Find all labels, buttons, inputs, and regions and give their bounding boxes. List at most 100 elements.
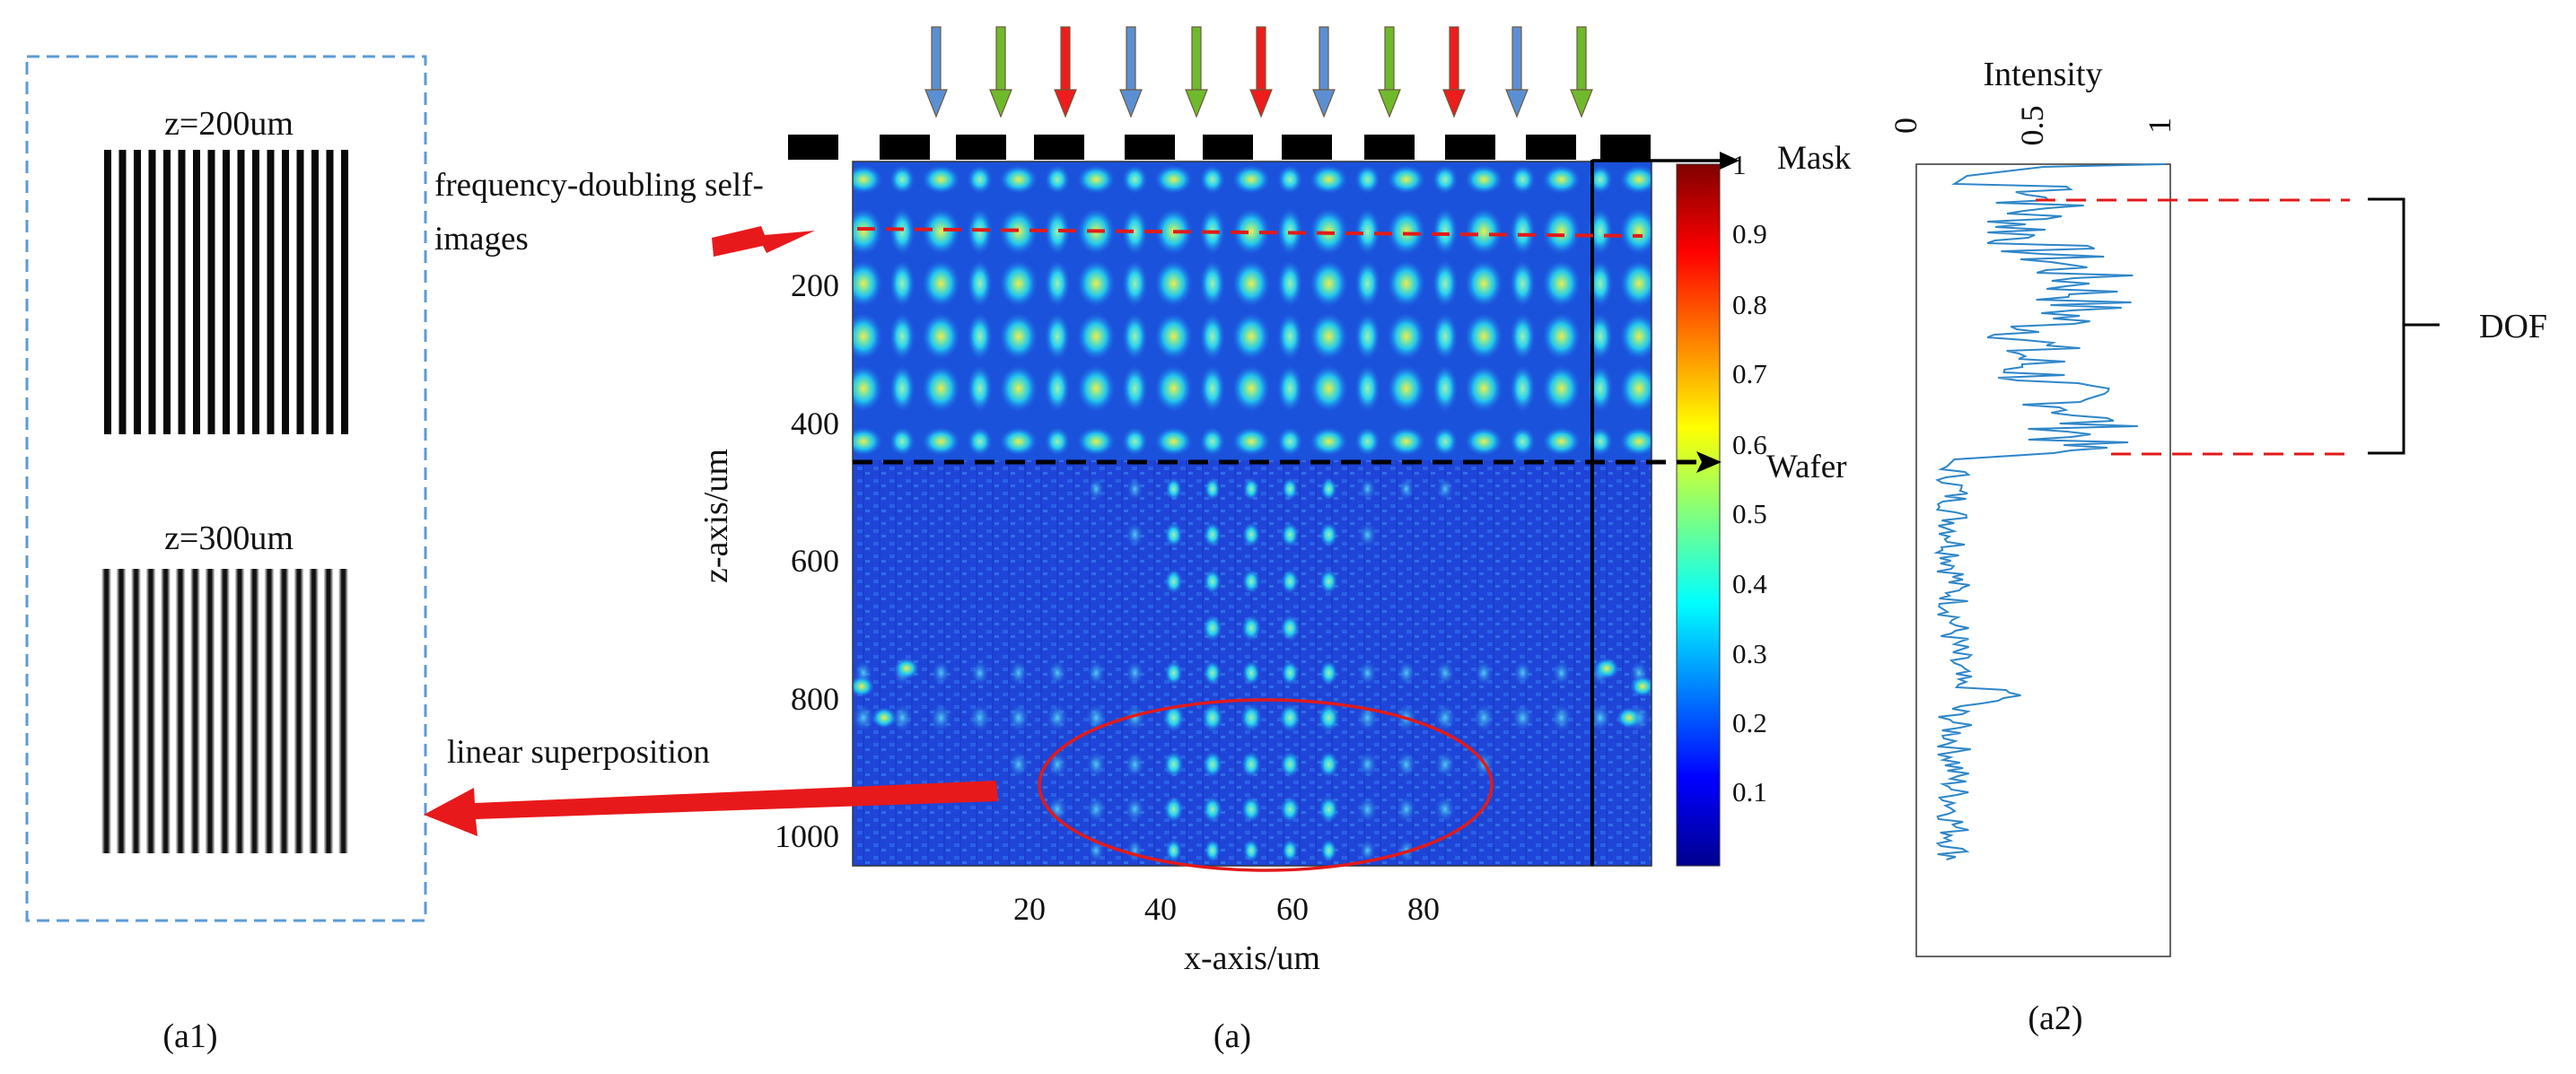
a1-caption: (a1) <box>162 1017 217 1055</box>
intensity-blob <box>1199 427 1225 456</box>
intensity-blob <box>1122 427 1148 456</box>
stripe <box>163 150 171 434</box>
stripe <box>250 569 259 853</box>
dof-label: DOF <box>2479 308 2547 345</box>
intensity-dot <box>1396 796 1416 823</box>
mask-block <box>1034 135 1084 160</box>
stripe <box>282 150 289 434</box>
intensity-blob <box>1387 313 1425 360</box>
y-tick-label: 800 <box>791 681 839 717</box>
stripe <box>207 150 215 434</box>
intensity-blob <box>1433 208 1458 255</box>
colorbar-tick-label: 0.4 <box>1732 568 1767 599</box>
intensity-x-tick: 0 <box>1888 118 1923 134</box>
intensity-dot <box>1320 839 1337 862</box>
self-image-blobs <box>853 165 1652 456</box>
intensity-dot <box>1126 839 1143 862</box>
intensity-dot <box>1358 522 1377 547</box>
mask-block <box>1526 135 1576 160</box>
intensity-blob <box>1354 365 1380 412</box>
intensity-blob <box>922 313 960 360</box>
intensity-dot <box>1475 660 1494 685</box>
incident-arrow <box>924 26 948 118</box>
intensity-title: Intensity <box>1984 56 2103 93</box>
intensity-dot <box>1243 477 1259 501</box>
dof-bracket <box>2368 197 2440 455</box>
intensity-x-ticks: 0 0.5 1 <box>1888 106 2177 146</box>
intensity-blob <box>1542 208 1581 255</box>
intensity-blob <box>1310 427 1348 456</box>
intensity-blob <box>1542 165 1581 194</box>
mask-arrow <box>1592 152 1739 170</box>
intensity-blob <box>889 165 916 194</box>
intensity-dot <box>1396 751 1416 778</box>
intensity-blob <box>889 208 916 255</box>
intensity-blob <box>1354 313 1380 360</box>
intensity-blob <box>1542 365 1581 412</box>
intensity-blob <box>1045 313 1070 360</box>
incident-arrow <box>1054 26 1077 118</box>
self-image-line <box>856 227 1643 238</box>
intensity-dot <box>1320 477 1337 501</box>
intensity-dot <box>1125 796 1145 823</box>
intensity-dot <box>1047 796 1067 823</box>
y-axis-ticks: 200 400 600 800 1000 <box>775 267 839 854</box>
mask-block <box>1125 135 1175 160</box>
intensity-dot <box>1202 751 1222 778</box>
intensity-dot <box>1437 477 1453 501</box>
intensity-blob <box>1277 260 1303 307</box>
stripe <box>205 569 215 853</box>
intensity-dot <box>1358 660 1377 685</box>
intensity-blob <box>1310 260 1348 307</box>
mask-block <box>1600 135 1651 160</box>
intensity-dot <box>1319 751 1339 778</box>
superposition-label: linear superposition <box>447 734 710 771</box>
intensity-dot <box>1280 796 1301 823</box>
intensity-blob <box>1045 208 1070 255</box>
colorbar-tick-label: 0.6 <box>1732 429 1767 460</box>
intensity-blob <box>1045 365 1070 412</box>
intensity-blob <box>1620 313 1652 360</box>
incident-arrow <box>1505 26 1529 118</box>
intensity-blob <box>1465 313 1503 360</box>
mask-label: Mask <box>1777 140 1852 177</box>
mask-block <box>788 135 838 160</box>
edge-spot <box>872 707 897 729</box>
intensity-dot <box>1008 751 1029 778</box>
intensity-blob <box>1154 165 1193 194</box>
colorbar-tick-label: 0.1 <box>1732 776 1767 808</box>
intensity-dot <box>1204 839 1221 862</box>
intensity-blob <box>1433 260 1458 307</box>
intensity-dot <box>1164 522 1183 547</box>
intensity-dot <box>1240 703 1262 732</box>
colorbar-tick-label: 0.3 <box>1732 638 1767 669</box>
colorbar <box>1676 163 1721 867</box>
intensity-dot <box>1165 477 1182 501</box>
intensity-dot <box>970 660 989 685</box>
a1-bottom-label: z=300um <box>164 520 294 557</box>
colorbar-tick-label: 0.9 <box>1732 218 1767 249</box>
stripe <box>294 569 304 853</box>
intensity-dot <box>1397 660 1415 685</box>
intensity-dot <box>1359 477 1376 501</box>
intensity-dot <box>1319 796 1339 823</box>
intensity-blob <box>1232 260 1270 307</box>
stripe <box>101 569 111 853</box>
stripe <box>118 150 127 434</box>
intensity-blob <box>1433 365 1458 412</box>
intensity-blob <box>1077 260 1116 307</box>
intensity-blob <box>1232 313 1270 360</box>
intensity-blob <box>1465 365 1503 412</box>
self-images-arrow <box>712 226 815 257</box>
intensity-blob <box>967 313 993 360</box>
stripe <box>267 150 275 434</box>
intensity-dot <box>1435 751 1455 778</box>
intensity-dot <box>1241 796 1261 823</box>
intensity-blob <box>1199 165 1225 194</box>
intensity-x-tick: 0.5 <box>2014 106 2050 146</box>
intensity-blob <box>1354 208 1380 255</box>
intensity-blob <box>1310 365 1348 412</box>
superposition-dots <box>853 477 1652 862</box>
intensity-blob <box>1154 427 1193 456</box>
